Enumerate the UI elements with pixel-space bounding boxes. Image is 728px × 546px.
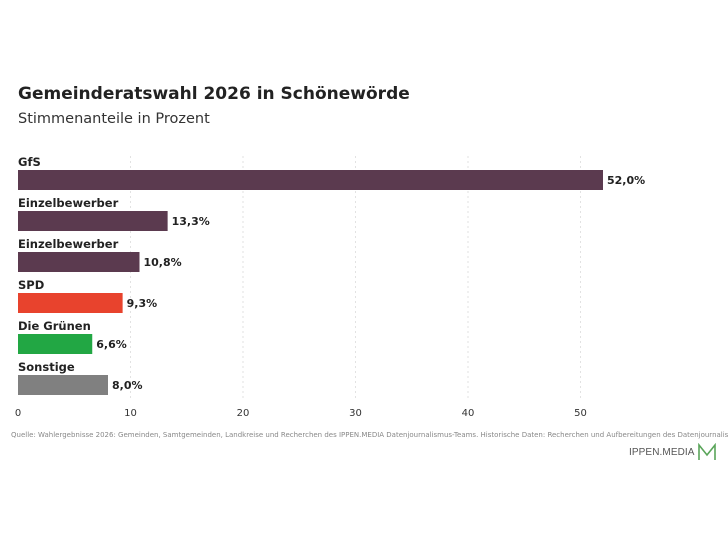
category-label: Einzelbewerber (18, 196, 119, 210)
bar-chart: GfS 52,0% Einzelbewerber 13,3% Einzelbewerbe… (15, 155, 645, 419)
x-tick-label: 10 (124, 408, 137, 419)
source-note: Quelle: Wahlergebnisse 2026: Gemeinden, … (11, 431, 728, 439)
value-label: 10,8% (144, 256, 182, 269)
category-label: Einzelbewerber (18, 237, 119, 251)
category-label: SPD (18, 278, 44, 292)
value-label: 13,3% (172, 215, 210, 228)
x-tick-label: 20 (237, 408, 250, 419)
x-tick-label: 40 (462, 408, 475, 419)
bar (18, 170, 603, 190)
bar (18, 375, 108, 395)
publisher-logo: IPPEN.MEDIA (629, 443, 716, 461)
bar (18, 211, 168, 231)
value-label: 9,3% (127, 297, 158, 310)
category-label: Sonstige (18, 360, 75, 374)
bar (18, 293, 123, 313)
m-logo-icon (697, 443, 716, 460)
value-label: 52,0% (607, 174, 645, 187)
logo-text: IPPEN.MEDIA (629, 446, 695, 458)
chart-subtitle: Stimmenanteile in Prozent (18, 111, 210, 127)
value-label: 6,6% (96, 338, 127, 351)
x-tick-label: 50 (574, 408, 587, 419)
category-label: GfS (18, 155, 41, 169)
bar (18, 252, 140, 272)
category-label: Die Grünen (18, 319, 91, 333)
bar (18, 334, 93, 354)
x-tick-label: 0 (15, 408, 21, 419)
chart-title: Gemeinderatswahl 2026 in Schönewörde (18, 84, 410, 104)
value-label: 8,0% (112, 379, 143, 392)
x-tick-label: 30 (349, 408, 362, 419)
